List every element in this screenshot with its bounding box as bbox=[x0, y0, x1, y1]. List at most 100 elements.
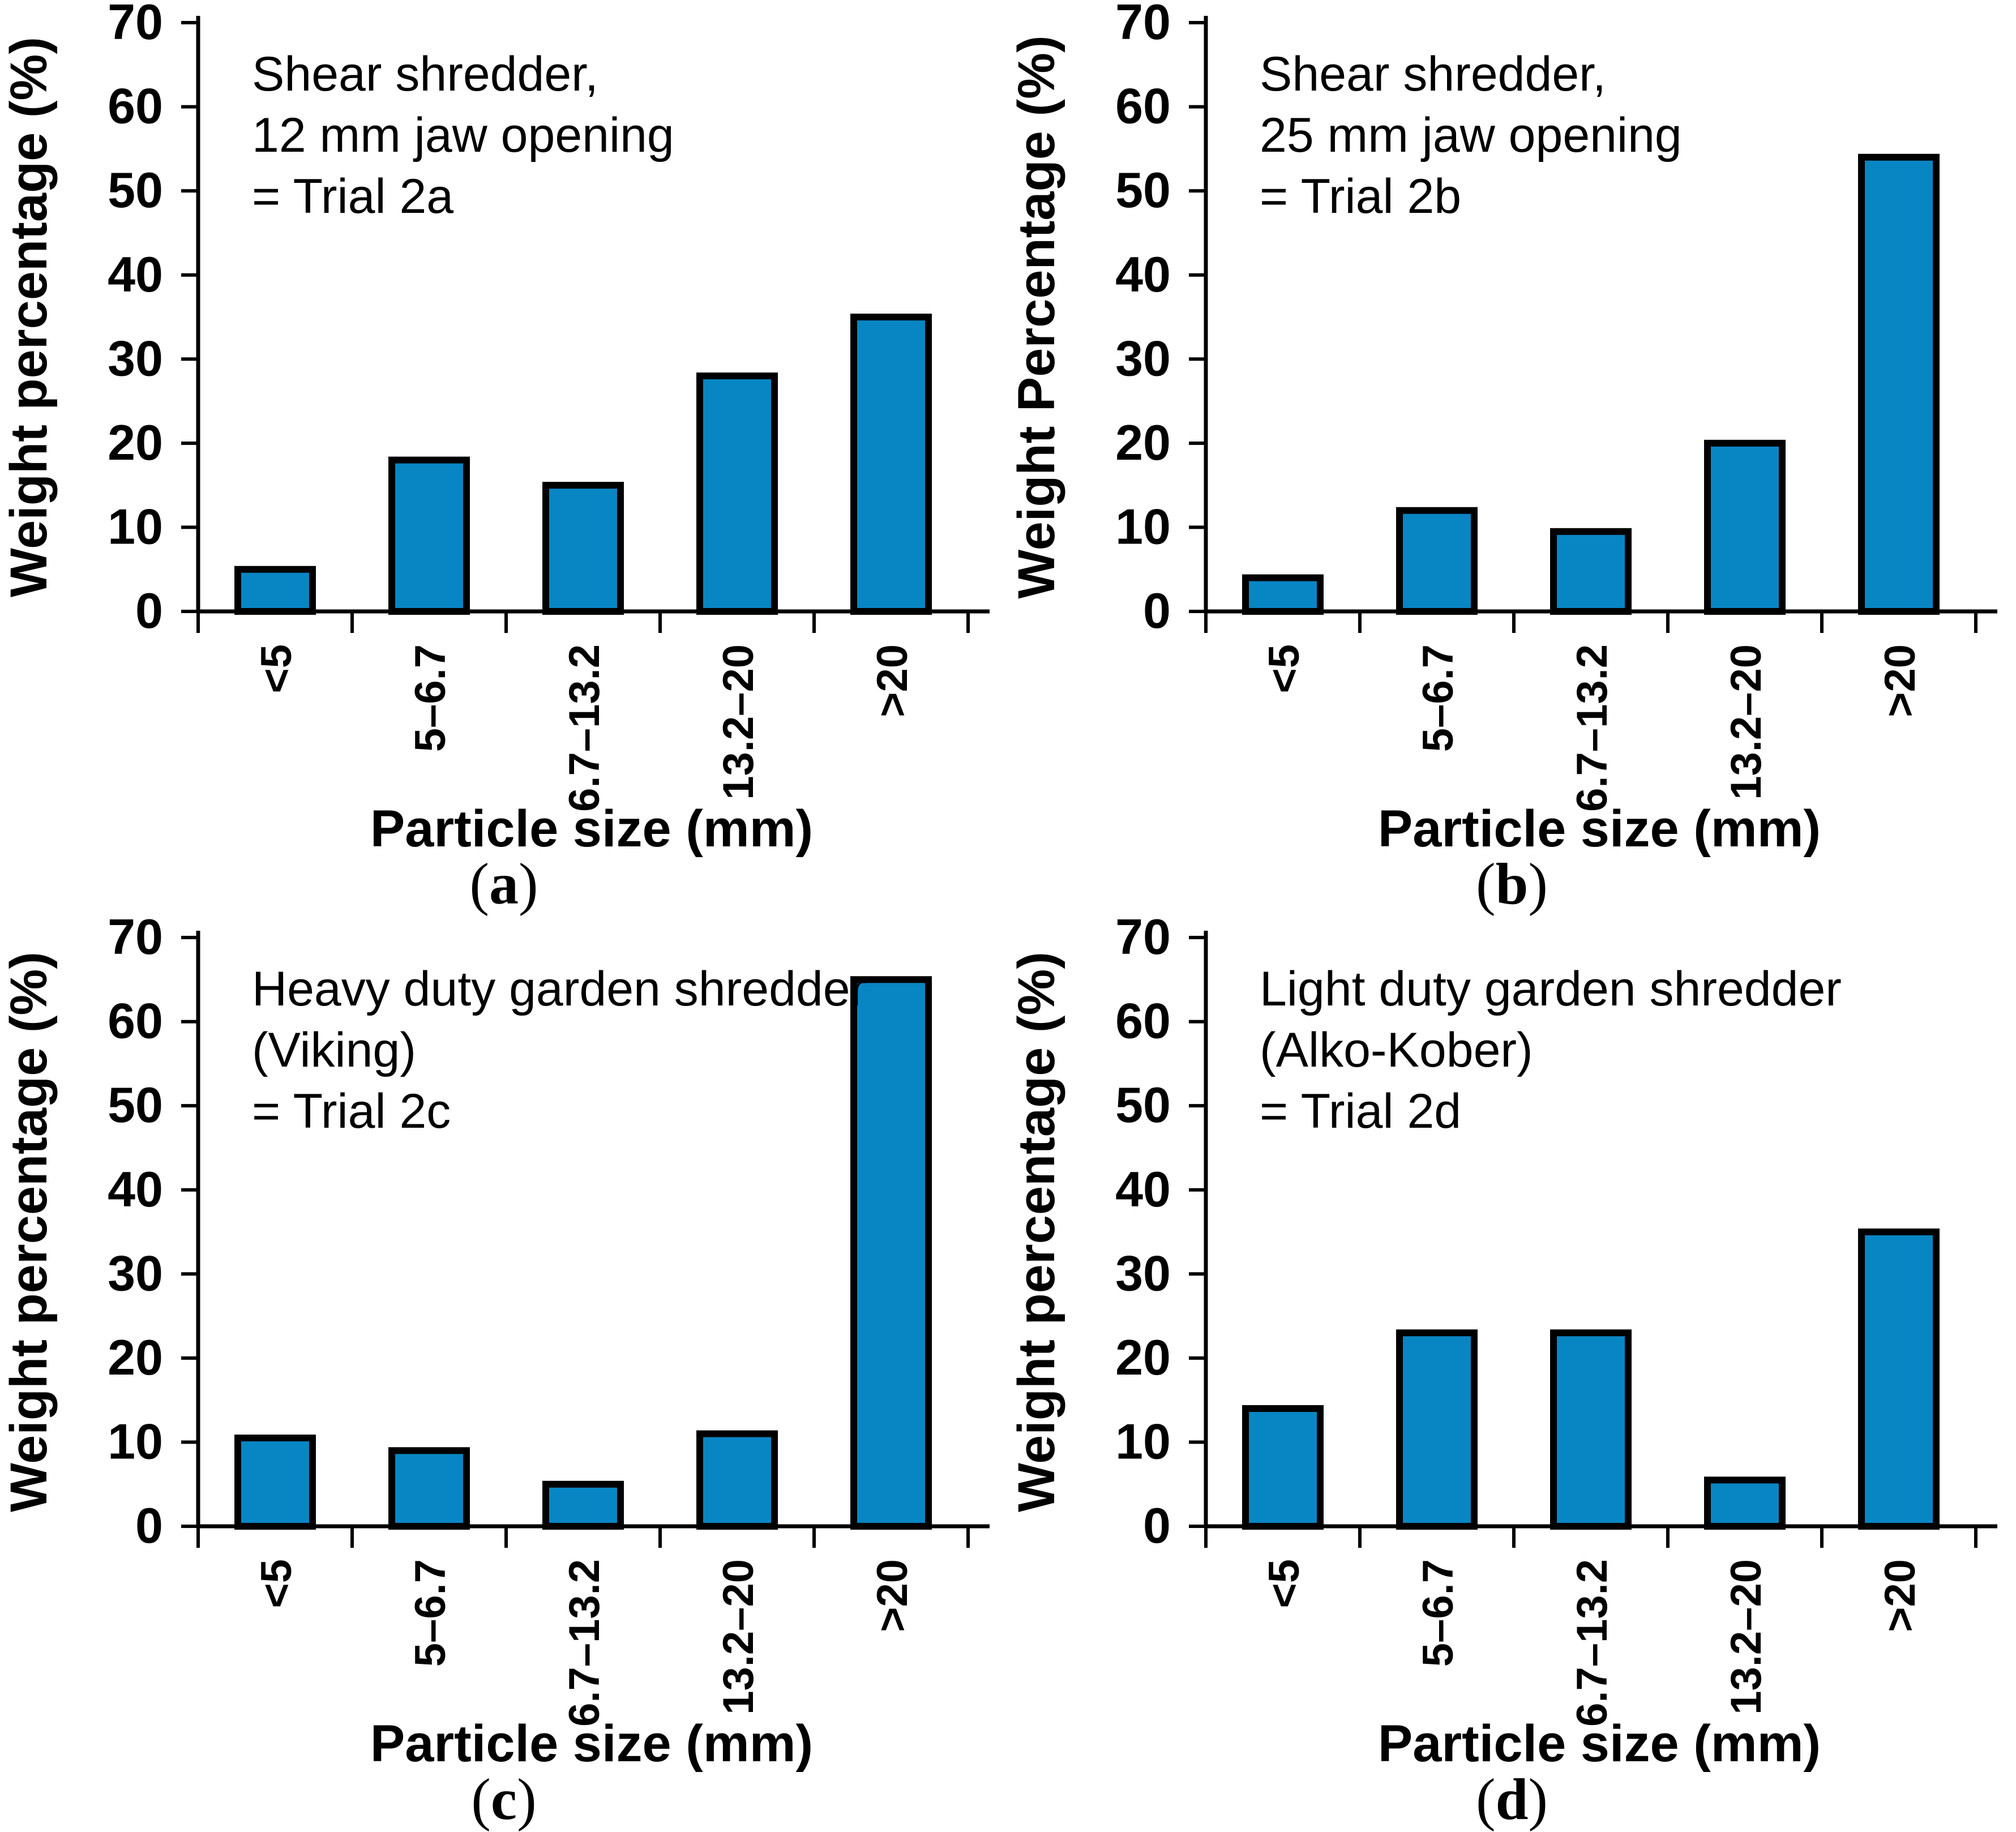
x-tick-label: 13.2–20 bbox=[1722, 644, 1770, 800]
x-tick-label: 6.7–13.2 bbox=[1568, 1559, 1616, 1727]
panel-c-caption: (c) bbox=[0, 1770, 1008, 1829]
chart-b-canvas: 0 10 20 30 40 50 60 70 <5 5–6.7 6.7–13.2 13.2–20 >20… bbox=[1008, 0, 1997, 858]
y-tick-label: 50 bbox=[1115, 1077, 1171, 1133]
caption-letter: a bbox=[489, 851, 519, 917]
bar-6.7–13.2 bbox=[1550, 528, 1632, 615]
caption-letter: c bbox=[490, 1767, 517, 1832]
x-tick-label: 13.2–20 bbox=[714, 644, 763, 800]
x-tick-label: >20 bbox=[1876, 1559, 1924, 1632]
annotation-line: = Trial 2b bbox=[1260, 169, 1461, 224]
y-tick-label: 70 bbox=[108, 915, 163, 965]
x-axis-title: Particle size (mm) bbox=[370, 800, 813, 858]
y-tick-label: 20 bbox=[1115, 1329, 1171, 1385]
annotation-line: Light duty garden shredder bbox=[1260, 962, 1842, 1016]
caption-letter: d bbox=[1495, 1767, 1529, 1832]
y-axis-title: Weight percentage (%) bbox=[0, 37, 58, 597]
bar-6.7–13.2 bbox=[542, 482, 624, 615]
chart-c-canvas: 0 10 20 30 40 50 60 70 <5 5–6.7 6.7–13.2 13.2–20 >20… bbox=[0, 915, 990, 1773]
x-tick-label: 5–6.7 bbox=[406, 1559, 455, 1667]
bar-13.2–20 bbox=[1704, 439, 1786, 615]
y-tick-label: 30 bbox=[108, 330, 163, 386]
caption-open-paren: ( bbox=[471, 1767, 491, 1832]
y-tick-label: 0 bbox=[135, 1497, 163, 1553]
y-tick-label: 60 bbox=[108, 78, 163, 134]
y-tick-label: 70 bbox=[1115, 915, 1171, 965]
x-tick-label: <5 bbox=[1260, 1559, 1308, 1608]
bar-13.2–20 bbox=[1704, 1476, 1786, 1530]
caption-close-paren: ) bbox=[1528, 1767, 1548, 1832]
bar->20 bbox=[850, 976, 932, 1530]
bar-<5 bbox=[234, 566, 316, 615]
y-tick-label: 10 bbox=[108, 1413, 163, 1469]
x-axis-title: Particle size (mm) bbox=[370, 1715, 813, 1773]
y-tick-label: 10 bbox=[1115, 498, 1171, 554]
bar->20 bbox=[850, 314, 932, 615]
annotation-line: Shear shredder, bbox=[252, 47, 598, 101]
x-axis-title: Particle size (mm) bbox=[1378, 800, 1821, 858]
x-tick-label: 6.7–13.2 bbox=[1568, 644, 1616, 812]
bar-5–6.7 bbox=[388, 1447, 470, 1530]
x-tick-label: 6.7–13.2 bbox=[560, 1559, 609, 1727]
panel-d-caption: (d) bbox=[1008, 1770, 2016, 1829]
y-tick-label: 60 bbox=[1115, 78, 1171, 134]
bar-13.2–20 bbox=[696, 373, 778, 615]
y-tick-label: 70 bbox=[1115, 0, 1171, 50]
bar-5–6.7 bbox=[388, 456, 470, 615]
caption-close-paren: ) bbox=[517, 1767, 537, 1832]
bar-13.2–20 bbox=[696, 1430, 778, 1530]
annotation-line: = Trial 2a bbox=[252, 169, 453, 224]
bar->20 bbox=[1858, 1229, 1940, 1530]
x-tick-label: >20 bbox=[1876, 644, 1924, 717]
caption-open-paren: ( bbox=[469, 851, 489, 917]
bar-<5 bbox=[1242, 1405, 1324, 1530]
caption-letter: b bbox=[1495, 851, 1529, 917]
annotation-line: = Trial 2d bbox=[1260, 1084, 1461, 1138]
x-tick-label: >20 bbox=[868, 1559, 917, 1632]
x-tick-label: 5–6.7 bbox=[1414, 1559, 1462, 1667]
x-tick-label: 6.7–13.2 bbox=[560, 644, 609, 812]
annotation-line: 25 mm jaw opening bbox=[1260, 108, 1682, 162]
panel-a-caption: (a) bbox=[0, 855, 1008, 914]
x-tick-label: 5–6.7 bbox=[1414, 644, 1462, 752]
chart-d-canvas: 0 10 20 30 40 50 60 70 <5 5–6.7 6.7–13.2 13.2–20 >20… bbox=[1008, 915, 1997, 1773]
y-axis-title: Weight percentage (%) bbox=[1008, 952, 1065, 1512]
x-tick-label: <5 bbox=[1260, 644, 1308, 694]
y-axis-title: Weight Percentage (%) bbox=[1008, 35, 1065, 598]
y-tick-label: 40 bbox=[1115, 1161, 1171, 1217]
y-tick-label: 20 bbox=[108, 1329, 163, 1385]
caption-open-paren: ( bbox=[1475, 1767, 1496, 1832]
chart-a-canvas: 0 10 20 30 40 50 60 70 <5 5–6.7 6.7–13.2 13.2–20 >20… bbox=[0, 0, 990, 858]
panel-b-caption: (b) bbox=[1008, 855, 2016, 914]
y-tick-label: 50 bbox=[108, 1077, 163, 1133]
y-tick-label: 50 bbox=[1115, 162, 1171, 218]
x-tick-label: <5 bbox=[252, 644, 301, 694]
x-tick-label: 5–6.7 bbox=[406, 644, 455, 752]
y-tick-label: 40 bbox=[1115, 246, 1171, 302]
y-tick-label: 0 bbox=[135, 583, 163, 639]
y-tick-label: 40 bbox=[108, 246, 163, 302]
y-axis-title: Weight percentage (%) bbox=[0, 952, 58, 1512]
annotation-line: = Trial 2c bbox=[252, 1084, 451, 1138]
annotation-line: (Alko-Kober) bbox=[1260, 1023, 1533, 1077]
y-tick-label: 50 bbox=[108, 162, 163, 218]
caption-close-paren: ) bbox=[1528, 851, 1548, 917]
annotation-line: Heavy duty garden shredder bbox=[252, 962, 866, 1016]
caption-close-paren: ) bbox=[519, 851, 538, 917]
bar->20 bbox=[1858, 153, 1940, 615]
bar-5–6.7 bbox=[1396, 507, 1478, 615]
panel-d: 0 10 20 30 40 50 60 70 <5 5–6.7 6.7–13.2 13.2–20 >20… bbox=[1008, 915, 2016, 1830]
bar-6.7–13.2 bbox=[542, 1480, 624, 1530]
y-tick-label: 0 bbox=[1143, 583, 1171, 639]
x-axis-title: Particle size (mm) bbox=[1378, 1715, 1821, 1773]
x-tick-label: 13.2–20 bbox=[1722, 1559, 1770, 1715]
y-tick-label: 60 bbox=[108, 993, 163, 1049]
bar-<5 bbox=[234, 1435, 316, 1530]
y-tick-label: 20 bbox=[1115, 414, 1171, 470]
bar-5–6.7 bbox=[1396, 1329, 1478, 1530]
y-tick-label: 60 bbox=[1115, 993, 1171, 1049]
annotation-line: 12 mm jaw opening bbox=[252, 108, 674, 162]
bar-<5 bbox=[1242, 574, 1324, 615]
y-tick-label: 70 bbox=[108, 0, 163, 50]
bar-6.7–13.2 bbox=[1550, 1329, 1632, 1530]
